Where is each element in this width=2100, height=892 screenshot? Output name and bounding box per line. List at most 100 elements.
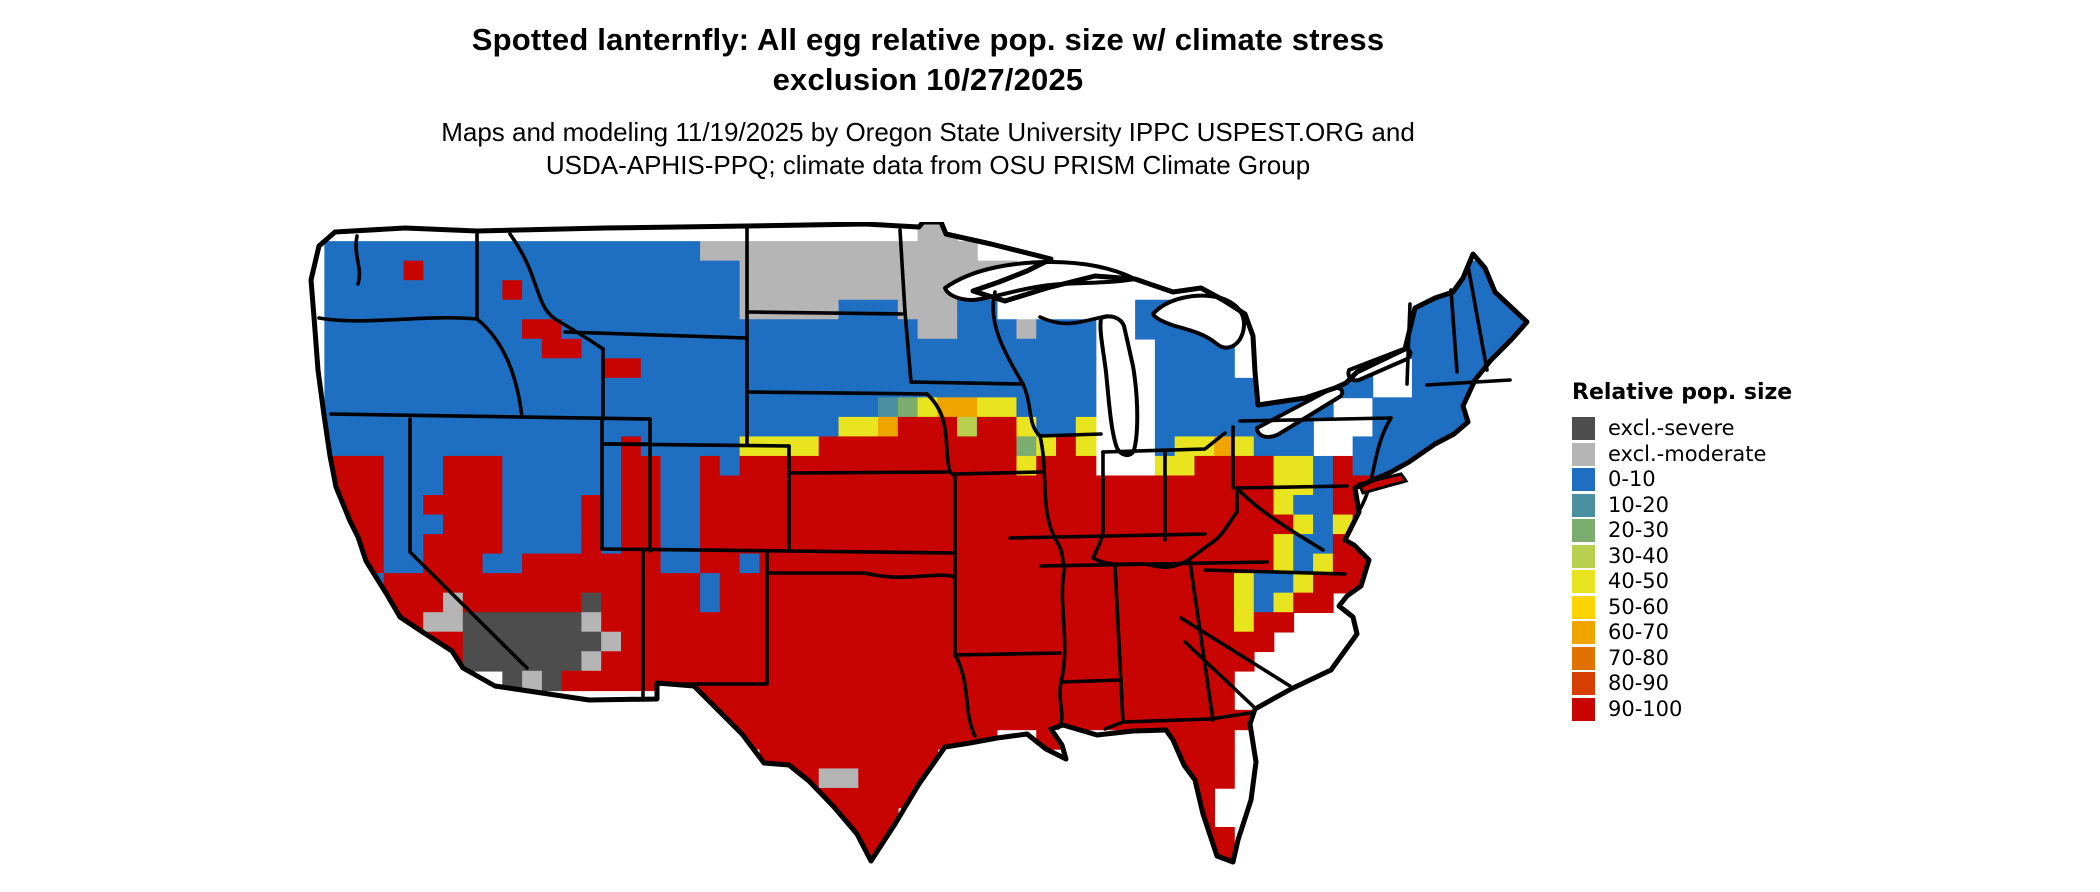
legend-item-label: 80-90 xyxy=(1608,671,1670,696)
state-border-line xyxy=(1179,616,1292,688)
state-border-line xyxy=(745,390,929,396)
state-border-line xyxy=(600,547,791,553)
state-border-line xyxy=(1449,288,1459,374)
state-border-line xyxy=(1238,416,1393,423)
legend-item: 10-20 xyxy=(1572,493,1832,519)
legend-item: 40-50 xyxy=(1572,569,1832,595)
state-border-line xyxy=(1466,264,1489,372)
great-lakes xyxy=(943,260,1413,457)
map-title: Spotted lanternfly: All egg relative pop… xyxy=(0,20,1856,100)
state-border-line xyxy=(329,412,652,421)
legend-swatch-icon xyxy=(1572,493,1595,517)
legend-item: 20-30 xyxy=(1572,518,1832,544)
state-border-line xyxy=(991,290,1025,386)
state-border-line xyxy=(317,315,479,323)
legend-item: 70-80 xyxy=(1572,646,1832,672)
state-border-line xyxy=(475,317,524,419)
legend-item-label: 10-20 xyxy=(1608,492,1670,517)
legend-swatch-icon xyxy=(1572,570,1595,594)
state-border-line xyxy=(953,653,977,738)
state-border-line xyxy=(953,470,1043,476)
legend-swatch-icon xyxy=(1572,697,1595,721)
map-title-line1: Spotted lanternfly: All egg relative pop… xyxy=(471,22,1385,57)
state-border-line xyxy=(787,549,957,555)
long-island xyxy=(1356,472,1409,495)
legend-swatch-icon xyxy=(1572,442,1595,466)
puget-sound-icon xyxy=(354,234,362,286)
state-border-line xyxy=(909,380,1025,386)
map-subtitle: Maps and modeling 11/19/2025 by Oregon S… xyxy=(0,116,1856,182)
legend-item-label: 20-30 xyxy=(1608,518,1670,543)
state-border-line xyxy=(408,417,529,670)
us-map-svg xyxy=(308,219,1530,865)
state-border-line xyxy=(563,330,749,340)
legend-item-label: excl.-moderate xyxy=(1608,441,1767,466)
legend-item-label: 50-60 xyxy=(1608,594,1670,619)
state-border-line xyxy=(1103,711,1252,731)
state-borders xyxy=(317,226,1512,738)
state-border-line xyxy=(1235,484,1349,490)
legend-swatch-icon xyxy=(1572,646,1595,670)
legend-item-label: 30-40 xyxy=(1608,543,1670,568)
state-border-line xyxy=(1008,532,1207,540)
lake-ontario-icon xyxy=(1346,347,1413,383)
state-border-line xyxy=(601,442,791,448)
lake-michigan-icon xyxy=(1098,314,1140,457)
legend-swatch-icon xyxy=(1572,621,1595,645)
state-border-line xyxy=(1038,314,1109,326)
legend-swatch-icon xyxy=(1572,595,1595,619)
state-border-line xyxy=(745,310,904,316)
state-border-line xyxy=(925,392,952,474)
legend-items: excl.-severe excl.-moderate 0-10 10-20 20-30… xyxy=(1572,416,1832,722)
lake-huron-icon xyxy=(1151,293,1246,350)
legend-swatch-icon xyxy=(1572,468,1595,492)
us-map xyxy=(305,219,1531,886)
legend: Relative pop. size excl.-severe excl.-mod… xyxy=(1572,380,1832,722)
legend-swatch-icon xyxy=(1572,672,1595,696)
legend-item-label: 70-80 xyxy=(1608,645,1670,670)
state-border-line xyxy=(1355,416,1393,516)
state-border-line xyxy=(898,228,907,314)
state-border-line xyxy=(1203,568,1347,576)
legend-item-label: excl.-severe xyxy=(1608,416,1735,441)
legend-swatch-icon xyxy=(1572,544,1595,568)
legend-item-label: 40-50 xyxy=(1608,569,1670,594)
state-border-line xyxy=(1183,640,1257,710)
legend-item: 30-40 xyxy=(1572,544,1832,570)
legend-item: 0-10 xyxy=(1572,467,1832,493)
legend-item: 80-90 xyxy=(1572,671,1832,697)
legend-item: excl.-moderate xyxy=(1572,442,1832,468)
legend-title: Relative pop. size xyxy=(1572,380,1793,405)
map-title-line2: exclusion 10/27/2025 xyxy=(772,62,1084,97)
state-border-line xyxy=(953,651,1062,657)
state-border-line xyxy=(903,310,913,384)
state-border-line xyxy=(1235,486,1325,552)
state-border-line xyxy=(1425,378,1512,387)
legend-item-label: 90-100 xyxy=(1608,696,1683,721)
state-border-line xyxy=(1188,560,1215,722)
state-border-line xyxy=(1113,564,1125,724)
state-border-line xyxy=(1021,382,1042,438)
legend-item: 90-100 xyxy=(1572,697,1832,723)
state-border-line xyxy=(1101,431,1227,454)
map-subtitle-line1: Maps and modeling 11/19/2025 by Oregon S… xyxy=(441,117,1415,147)
state-border-line xyxy=(1091,450,1105,560)
legend-item: excl.-severe xyxy=(1572,416,1832,442)
legend-item: 50-60 xyxy=(1572,595,1832,621)
legend-item-label: 60-70 xyxy=(1608,620,1670,645)
conus-outline xyxy=(308,219,1530,865)
lake-superior-icon xyxy=(943,260,1137,302)
legend-swatch-icon xyxy=(1572,519,1595,543)
state-border-line xyxy=(948,470,957,555)
state-border-line xyxy=(789,470,952,475)
legend-item-label: 0-10 xyxy=(1608,467,1656,492)
state-border-line xyxy=(1060,678,1123,684)
state-border-line xyxy=(1038,432,1103,438)
legend-item: 60-70 xyxy=(1572,620,1832,646)
state-border-line xyxy=(508,232,605,351)
map-subtitle-line2: USDA-APHIS-PPQ; climate data from OSU PR… xyxy=(545,150,1311,180)
state-border-line xyxy=(765,549,957,579)
state-border-line xyxy=(1039,560,1269,568)
legend-swatch-icon xyxy=(1572,417,1595,441)
